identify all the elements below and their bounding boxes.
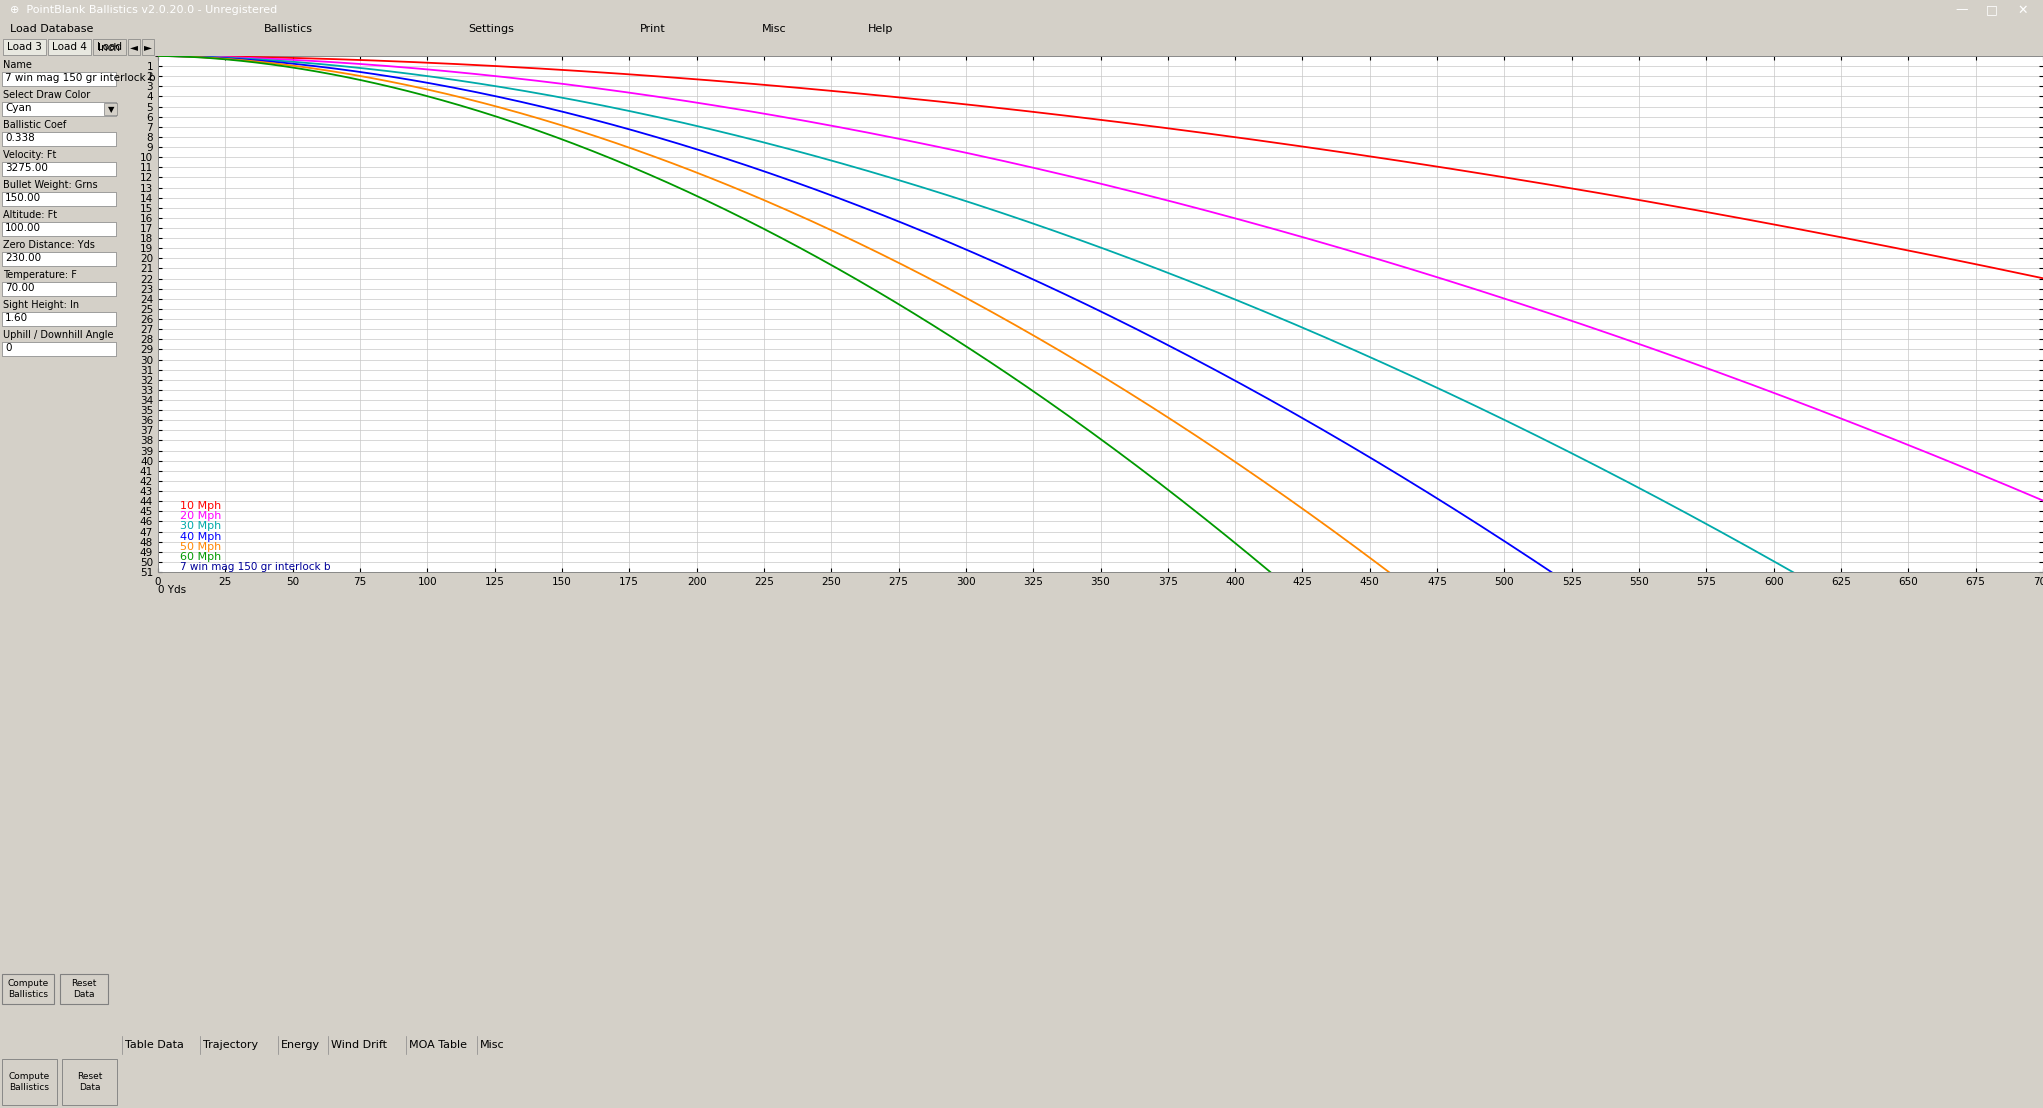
Text: Sight Height: In: Sight Height: In xyxy=(2,300,80,310)
FancyBboxPatch shape xyxy=(94,39,127,55)
Text: Print: Print xyxy=(639,24,666,34)
FancyBboxPatch shape xyxy=(61,1059,116,1105)
Text: 20 Mph: 20 Mph xyxy=(180,512,221,522)
FancyBboxPatch shape xyxy=(2,162,116,176)
Text: 0 Yds: 0 Yds xyxy=(157,585,186,595)
Text: 40 Mph: 40 Mph xyxy=(180,532,221,542)
Text: MOA Table: MOA Table xyxy=(409,1040,468,1050)
Text: 7 win mag 150 gr interlock b: 7 win mag 150 gr interlock b xyxy=(4,73,155,83)
Text: 230.00: 230.00 xyxy=(4,253,41,263)
FancyBboxPatch shape xyxy=(2,312,116,326)
FancyBboxPatch shape xyxy=(2,283,116,296)
Text: 60 Mph: 60 Mph xyxy=(180,552,221,562)
FancyBboxPatch shape xyxy=(47,39,92,55)
Text: Wind Drift: Wind Drift xyxy=(331,1040,386,1050)
Text: Load 3: Load 3 xyxy=(6,42,43,52)
Text: Ballistics: Ballistics xyxy=(264,24,313,34)
Text: 30 Mph: 30 Mph xyxy=(180,522,221,532)
Text: ✕: ✕ xyxy=(2016,3,2029,17)
Text: Altitude: Ft: Altitude: Ft xyxy=(2,211,57,220)
Text: 50 Mph: 50 Mph xyxy=(180,542,221,552)
Text: 0.338: 0.338 xyxy=(4,133,35,143)
Text: Ballistic Coef: Ballistic Coef xyxy=(2,120,65,130)
Text: Inch: Inch xyxy=(98,43,121,53)
Text: Trajectory: Trajectory xyxy=(202,1040,257,1050)
FancyBboxPatch shape xyxy=(2,342,116,356)
Text: ▼: ▼ xyxy=(108,105,114,114)
Text: Select Draw Color: Select Draw Color xyxy=(2,90,90,100)
Text: 7 win mag 150 gr interlock b: 7 win mag 150 gr interlock b xyxy=(180,562,331,572)
FancyBboxPatch shape xyxy=(2,974,53,1004)
Text: Reset
Data: Reset Data xyxy=(78,1073,102,1091)
FancyBboxPatch shape xyxy=(2,72,116,86)
FancyBboxPatch shape xyxy=(2,252,116,266)
Text: Misc: Misc xyxy=(480,1040,505,1050)
Text: □: □ xyxy=(1986,3,1998,17)
Text: 3275.00: 3275.00 xyxy=(4,163,47,173)
Text: Temperature: F: Temperature: F xyxy=(2,270,78,280)
Text: ◄: ◄ xyxy=(131,42,139,52)
Text: Reset
Data: Reset Data xyxy=(72,979,96,998)
Text: Settings: Settings xyxy=(468,24,513,34)
Text: 150.00: 150.00 xyxy=(4,193,41,203)
Text: 10 Mph: 10 Mph xyxy=(180,501,221,511)
Text: Table Data: Table Data xyxy=(125,1040,184,1050)
Text: 1.60: 1.60 xyxy=(4,312,29,324)
Text: Help: Help xyxy=(868,24,893,34)
Text: Load 4: Load 4 xyxy=(51,42,88,52)
Text: Name: Name xyxy=(2,60,33,70)
Text: Load Database: Load Database xyxy=(10,24,94,34)
Text: 70.00: 70.00 xyxy=(4,283,35,293)
Text: Load: Load xyxy=(96,42,123,52)
FancyBboxPatch shape xyxy=(59,974,108,1004)
FancyBboxPatch shape xyxy=(104,103,116,115)
Text: —: — xyxy=(1955,3,1967,17)
Text: Zero Distance: Yds: Zero Distance: Yds xyxy=(2,240,94,250)
Text: Energy: Energy xyxy=(282,1040,321,1050)
Text: 0: 0 xyxy=(4,343,12,353)
Text: ⊕  PointBlank Ballistics v2.0.20.0 - Unregistered: ⊕ PointBlank Ballistics v2.0.20.0 - Unre… xyxy=(10,6,278,16)
Text: Velocity: Ft: Velocity: Ft xyxy=(2,150,57,160)
FancyBboxPatch shape xyxy=(129,39,141,55)
FancyBboxPatch shape xyxy=(2,39,47,55)
Text: Misc: Misc xyxy=(762,24,787,34)
FancyBboxPatch shape xyxy=(2,102,116,116)
Text: Uphill / Downhill Angle: Uphill / Downhill Angle xyxy=(2,330,114,340)
Text: Compute
Ballistics: Compute Ballistics xyxy=(8,979,49,998)
Text: Compute
Ballistics: Compute Ballistics xyxy=(8,1073,51,1091)
FancyBboxPatch shape xyxy=(2,132,116,146)
Text: ►: ► xyxy=(143,42,151,52)
Text: Cyan: Cyan xyxy=(4,103,31,113)
FancyBboxPatch shape xyxy=(2,192,116,206)
Text: 100.00: 100.00 xyxy=(4,223,41,233)
FancyBboxPatch shape xyxy=(2,222,116,236)
FancyBboxPatch shape xyxy=(2,1059,57,1105)
Text: Bullet Weight: Grns: Bullet Weight: Grns xyxy=(2,179,98,189)
FancyBboxPatch shape xyxy=(143,39,153,55)
